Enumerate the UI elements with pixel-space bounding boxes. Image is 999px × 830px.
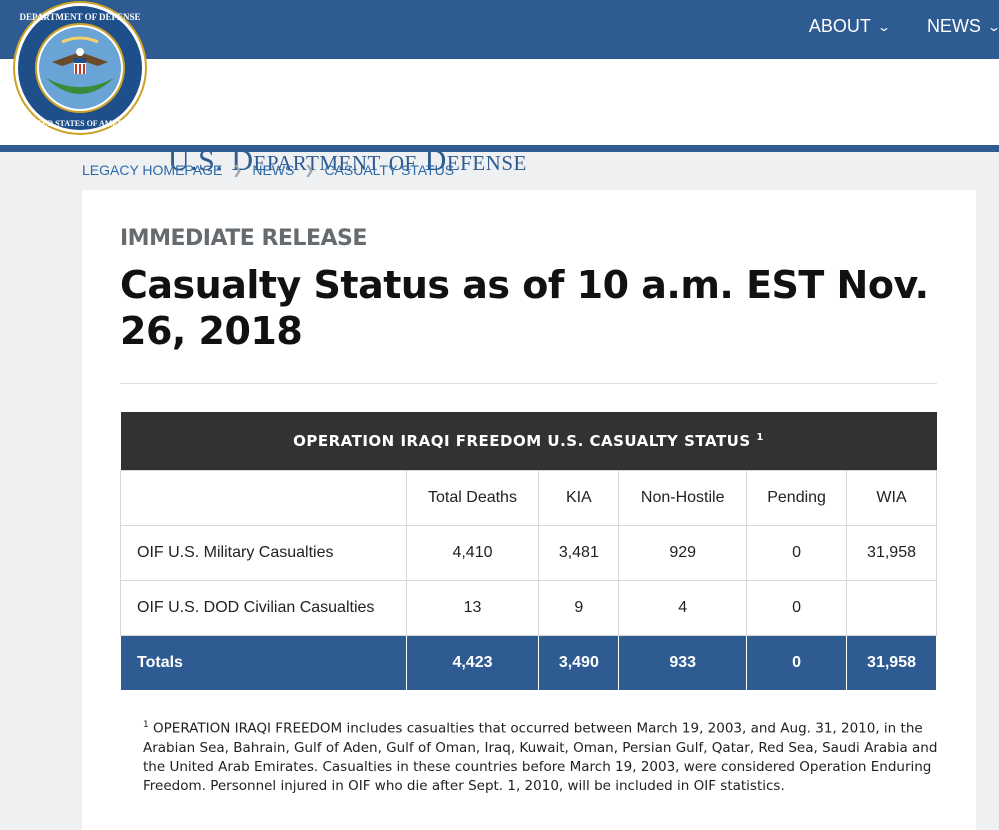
footnote-text: OPERATION IRAQI FREEDOM includes casualt… bbox=[143, 720, 938, 794]
table-row: OIF U.S. DOD Civilian Casualties 13 9 4 … bbox=[120, 580, 937, 636]
breadcrumb-news[interactable]: NEWS bbox=[252, 162, 295, 178]
top-navigation-bar: ABOUT ⌄ NEWS ⌄ bbox=[0, 0, 999, 59]
chevron-down-icon: ⌄ bbox=[876, 19, 891, 34]
breadcrumb: LEGACY HOMEPAGE ❯ NEWS ❯ CASUALTY STATUS bbox=[82, 162, 454, 178]
column-header: WIA bbox=[846, 470, 937, 526]
row-label: OIF U.S. DOD Civilian Casualties bbox=[120, 580, 407, 636]
totals-cell: 4,423 bbox=[405, 635, 540, 691]
table-cell: 4 bbox=[618, 580, 748, 636]
column-header: KIA bbox=[538, 470, 620, 526]
table-cell: 13 bbox=[405, 580, 540, 636]
column-header: Non-Hostile bbox=[618, 470, 748, 526]
top-nav: ABOUT ⌄ NEWS ⌄ bbox=[809, 16, 999, 37]
dod-seal-logo[interactable]: DEPARTMENT OF DEFENSE UNITED STATES OF A… bbox=[12, 0, 148, 136]
table-cell: 0 bbox=[746, 580, 848, 636]
footnote-marker: 1 bbox=[143, 720, 149, 730]
totals-cell: 3,490 bbox=[538, 635, 620, 691]
nav-about[interactable]: ABOUT ⌄ bbox=[808, 16, 891, 37]
totals-row: Totals 4,423 3,490 933 0 31,958 bbox=[120, 635, 937, 691]
release-kicker: IMMEDIATE RELEASE bbox=[120, 226, 367, 251]
column-header: Total Deaths bbox=[405, 470, 540, 526]
table-row: OIF U.S. Military Casualties 4,410 3,481… bbox=[120, 525, 937, 581]
casualty-table: OPERATION IRAQI FREEDOM U.S. CASUALTY ST… bbox=[120, 412, 937, 691]
column-header bbox=[120, 470, 407, 526]
svg-text:UNITED STATES OF AMERICA: UNITED STATES OF AMERICA bbox=[22, 119, 138, 128]
nav-news-label: NEWS bbox=[926, 16, 981, 36]
article-card: IMMEDIATE RELEASE Casualty Status as of … bbox=[82, 190, 976, 830]
footnote-marker: 1 bbox=[756, 432, 764, 443]
chevron-right-icon: ❯ bbox=[232, 163, 243, 177]
svg-text:DEPARTMENT OF DEFENSE: DEPARTMENT OF DEFENSE bbox=[19, 12, 140, 22]
header-divider bbox=[0, 145, 999, 152]
totals-cell: 933 bbox=[618, 635, 748, 691]
totals-cell: 31,958 bbox=[846, 635, 937, 691]
site-header: U.S. Department of Defense bbox=[0, 59, 999, 177]
column-header: Pending bbox=[746, 470, 848, 526]
table-cell: 929 bbox=[618, 525, 748, 581]
table-cell: 3,481 bbox=[538, 525, 620, 581]
chevron-right-icon: ❯ bbox=[304, 163, 315, 177]
nav-news[interactable]: NEWS ⌄ bbox=[927, 16, 999, 37]
breadcrumb-casualty-status[interactable]: CASUALTY STATUS bbox=[324, 162, 455, 178]
table-cell: 0 bbox=[746, 525, 848, 581]
title-divider bbox=[120, 383, 937, 384]
row-label: OIF U.S. Military Casualties bbox=[120, 525, 407, 581]
totals-cell: 0 bbox=[746, 635, 848, 691]
nav-about-label: ABOUT bbox=[808, 16, 871, 36]
page-title: Casualty Status as of 10 a.m. EST Nov. 2… bbox=[120, 263, 929, 353]
table-caption-text: OPERATION IRAQI FREEDOM U.S. CASUALTY ST… bbox=[293, 432, 751, 450]
table-header-row: Total Deaths KIA Non-Hostile Pending WIA bbox=[120, 470, 937, 526]
footnote: 1 OPERATION IRAQI FREEDOM includes casua… bbox=[143, 716, 943, 796]
table-caption: OPERATION IRAQI FREEDOM U.S. CASUALTY ST… bbox=[120, 412, 937, 471]
chevron-down-icon: ⌄ bbox=[987, 20, 999, 34]
table-cell bbox=[846, 580, 937, 636]
totals-label: Totals bbox=[120, 635, 407, 691]
table-cell: 9 bbox=[538, 580, 620, 636]
breadcrumb-legacy-homepage[interactable]: LEGACY HOMEPAGE bbox=[82, 162, 223, 178]
table-cell: 4,410 bbox=[405, 525, 540, 581]
table-cell: 31,958 bbox=[846, 525, 937, 581]
